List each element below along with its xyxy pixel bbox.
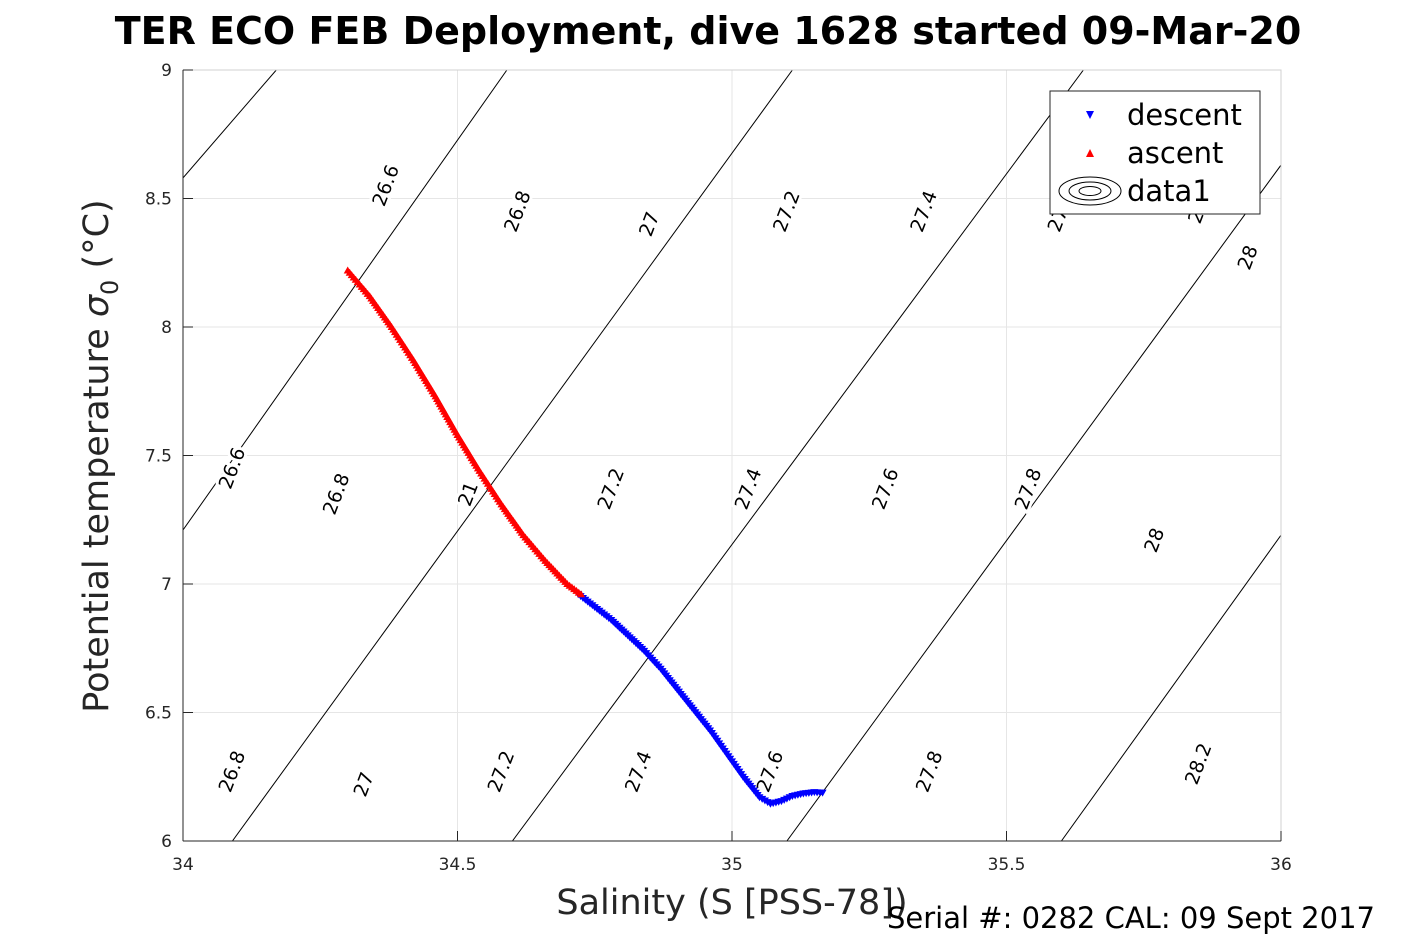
legend-box	[1049, 90, 1261, 215]
x-axis-ticks: 34 34.5 35 35.5 36	[172, 831, 1292, 875]
legend-contour-ring-2	[1068, 181, 1112, 201]
y-tick-label: 9	[161, 61, 172, 81]
data-series	[343, 266, 827, 808]
ascent-point	[577, 590, 586, 598]
y-axis-label-subscript: 0	[96, 280, 124, 295]
legend-descent-label: descent	[1127, 98, 1242, 132]
series-descent	[574, 591, 827, 808]
y-tick-label: 6	[161, 832, 172, 852]
y-tick-label: 7	[161, 575, 172, 595]
y-tick-label: 7.5	[145, 447, 172, 467]
legend-ascent-marker	[1086, 149, 1094, 157]
descent-point	[818, 789, 827, 797]
y-axis-label-main: Potential temperature	[77, 317, 117, 713]
legend-ascent-label: ascent	[1127, 136, 1223, 170]
y-tick-label: 6.5	[145, 704, 172, 724]
serial-calibration-note: Serial #: 0282 CAL: 09 Sept 2017	[887, 901, 1375, 935]
chart-title: TER ECO FEB Deployment, dive 1628 starte…	[115, 9, 1302, 53]
series-ascent	[343, 266, 586, 598]
y-tick-label: 8.5	[145, 190, 172, 210]
density-contours	[183, 70, 1281, 841]
contour-line	[183, 70, 508, 531]
y-axis-ticks: 6 6.5 7 7.5 8 8.5 9	[145, 61, 193, 852]
contour-line	[231, 70, 793, 841]
x-tick-label: 34	[172, 855, 194, 875]
contour-line	[183, 70, 277, 179]
x-tick-label: 35.5	[988, 855, 1026, 875]
legend: descent ascent data1	[1049, 90, 1261, 215]
x-axis-label: Salinity (S [PSS-78])	[556, 883, 907, 923]
legend-contour-icon	[1058, 176, 1122, 206]
y-axis-label-sigma: σ	[77, 293, 117, 317]
y-tick-label: 8	[161, 318, 172, 338]
y-axis-label: Potential temperature σ0 (°C)	[77, 199, 124, 712]
contour-line	[786, 164, 1281, 841]
legend-contour-ring-1	[1058, 176, 1122, 206]
x-tick-label: 34.5	[439, 855, 477, 875]
x-tick-label: 36	[1270, 855, 1292, 875]
x-tick-label: 35	[721, 855, 743, 875]
contour-line	[511, 70, 1084, 841]
legend-contour-ring-3	[1078, 186, 1102, 196]
legend-descent-marker	[1086, 111, 1094, 119]
contour-line	[1060, 534, 1281, 841]
legend-data1-label: data1	[1127, 174, 1211, 208]
y-axis-label-unit: (°C)	[77, 199, 117, 279]
